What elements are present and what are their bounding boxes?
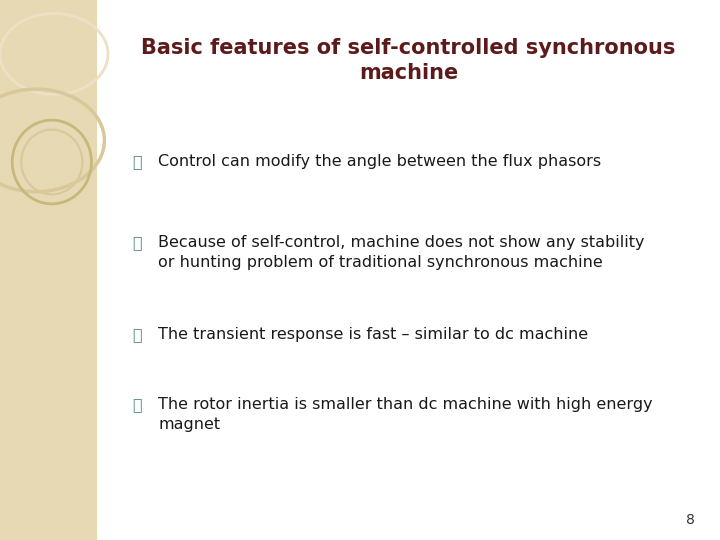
Text: Basic features of self-controlled synchronous
machine: Basic features of self-controlled synchr…: [141, 38, 676, 83]
Text: ⎈: ⎈: [132, 154, 142, 169]
Text: The rotor inertia is smaller than dc machine with high energy
magnet: The rotor inertia is smaller than dc mac…: [158, 397, 653, 433]
Text: 8: 8: [686, 512, 695, 526]
Text: ⎈: ⎈: [132, 327, 142, 342]
Text: Because of self-control, machine does not show any stability
or hunting problem : Because of self-control, machine does no…: [158, 235, 645, 271]
Text: ⎈: ⎈: [132, 235, 142, 250]
Bar: [0, 0, 97, 540]
Text: ⎈: ⎈: [132, 397, 142, 412]
Text: Control can modify the angle between the flux phasors: Control can modify the angle between the…: [158, 154, 601, 169]
Text: The transient response is fast – similar to dc machine: The transient response is fast – similar…: [158, 327, 588, 342]
